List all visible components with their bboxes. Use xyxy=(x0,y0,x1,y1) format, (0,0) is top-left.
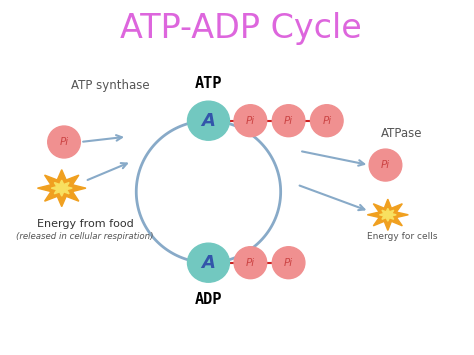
Text: ATP-ADP Cycle: ATP-ADP Cycle xyxy=(120,12,362,45)
Polygon shape xyxy=(51,180,72,196)
Text: Pi: Pi xyxy=(284,258,293,268)
Ellipse shape xyxy=(272,247,305,279)
Ellipse shape xyxy=(310,105,343,137)
Text: Pi: Pi xyxy=(246,258,255,268)
Ellipse shape xyxy=(369,149,402,181)
Text: Pi: Pi xyxy=(59,137,69,147)
Polygon shape xyxy=(379,208,396,221)
Ellipse shape xyxy=(234,247,267,279)
Text: A: A xyxy=(201,254,215,272)
Text: A: A xyxy=(201,112,215,130)
Text: ATPase: ATPase xyxy=(381,127,422,140)
Polygon shape xyxy=(367,199,408,230)
Text: Pi: Pi xyxy=(284,116,293,126)
Text: (released in cellular respiration): (released in cellular respiration) xyxy=(16,231,154,241)
Text: ADP: ADP xyxy=(195,293,222,307)
Polygon shape xyxy=(37,170,86,207)
Text: ATP: ATP xyxy=(195,76,222,91)
Text: Energy from food: Energy from food xyxy=(36,219,133,229)
Ellipse shape xyxy=(188,101,229,140)
Ellipse shape xyxy=(234,105,267,137)
Ellipse shape xyxy=(272,105,305,137)
Text: Energy for cells: Energy for cells xyxy=(366,231,437,241)
Text: Pi: Pi xyxy=(246,116,255,126)
Ellipse shape xyxy=(48,126,81,158)
Text: Pi: Pi xyxy=(322,116,331,126)
Text: ATP synthase: ATP synthase xyxy=(71,79,150,92)
Text: Pi: Pi xyxy=(381,160,390,170)
Ellipse shape xyxy=(188,243,229,282)
